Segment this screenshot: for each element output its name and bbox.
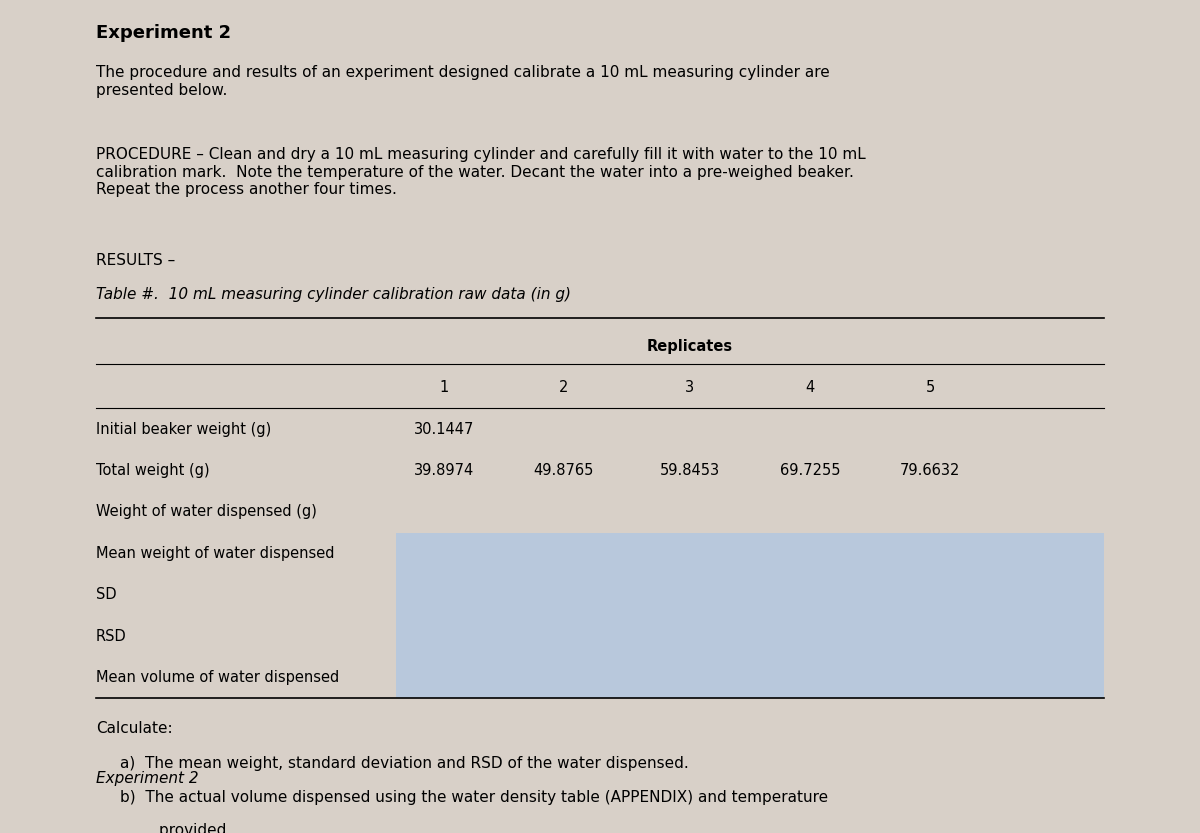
Text: 69.7255: 69.7255 (780, 463, 840, 478)
Text: a)  The mean weight, standard deviation and RSD of the water dispensed.: a) The mean weight, standard deviation a… (120, 756, 689, 771)
Text: Experiment 2: Experiment 2 (96, 771, 199, 786)
Text: RSD: RSD (96, 629, 127, 644)
Text: Replicates: Replicates (647, 339, 733, 354)
Text: Calculate:: Calculate: (96, 721, 173, 736)
Text: The procedure and results of an experiment designed calibrate a 10 mL measuring : The procedure and results of an experime… (96, 65, 829, 97)
Text: 5: 5 (925, 380, 935, 395)
Text: 3: 3 (685, 380, 695, 395)
Text: 49.8765: 49.8765 (534, 463, 594, 478)
Text: PROCEDURE – Clean and dry a 10 mL measuring cylinder and carefully fill it with : PROCEDURE – Clean and dry a 10 mL measur… (96, 147, 865, 197)
Text: Table #.  10 mL measuring cylinder calibration raw data (in g): Table #. 10 mL measuring cylinder calibr… (96, 287, 571, 302)
Text: 30.1447: 30.1447 (414, 421, 474, 436)
Text: Experiment 2: Experiment 2 (96, 24, 232, 42)
Text: b)  The actual volume dispensed using the water density table (APPENDIX) and tem: b) The actual volume dispensed using the… (120, 790, 828, 805)
Text: Weight of water dispensed (g): Weight of water dispensed (g) (96, 505, 317, 520)
Text: 79.6632: 79.6632 (900, 463, 960, 478)
Text: SD: SD (96, 587, 116, 602)
Text: 1: 1 (439, 380, 449, 395)
Text: 4: 4 (805, 380, 815, 395)
Text: 2: 2 (559, 380, 569, 395)
Text: provided.: provided. (120, 823, 232, 833)
Text: 39.8974: 39.8974 (414, 463, 474, 478)
Text: Mean volume of water dispensed: Mean volume of water dispensed (96, 670, 340, 685)
Text: Mean weight of water dispensed: Mean weight of water dispensed (96, 546, 335, 561)
Bar (396, 532, 1104, 698)
Text: Total weight (g): Total weight (g) (96, 463, 210, 478)
Text: 59.8453: 59.8453 (660, 463, 720, 478)
Text: Initial beaker weight (g): Initial beaker weight (g) (96, 421, 271, 436)
Text: RESULTS –: RESULTS – (96, 253, 175, 268)
